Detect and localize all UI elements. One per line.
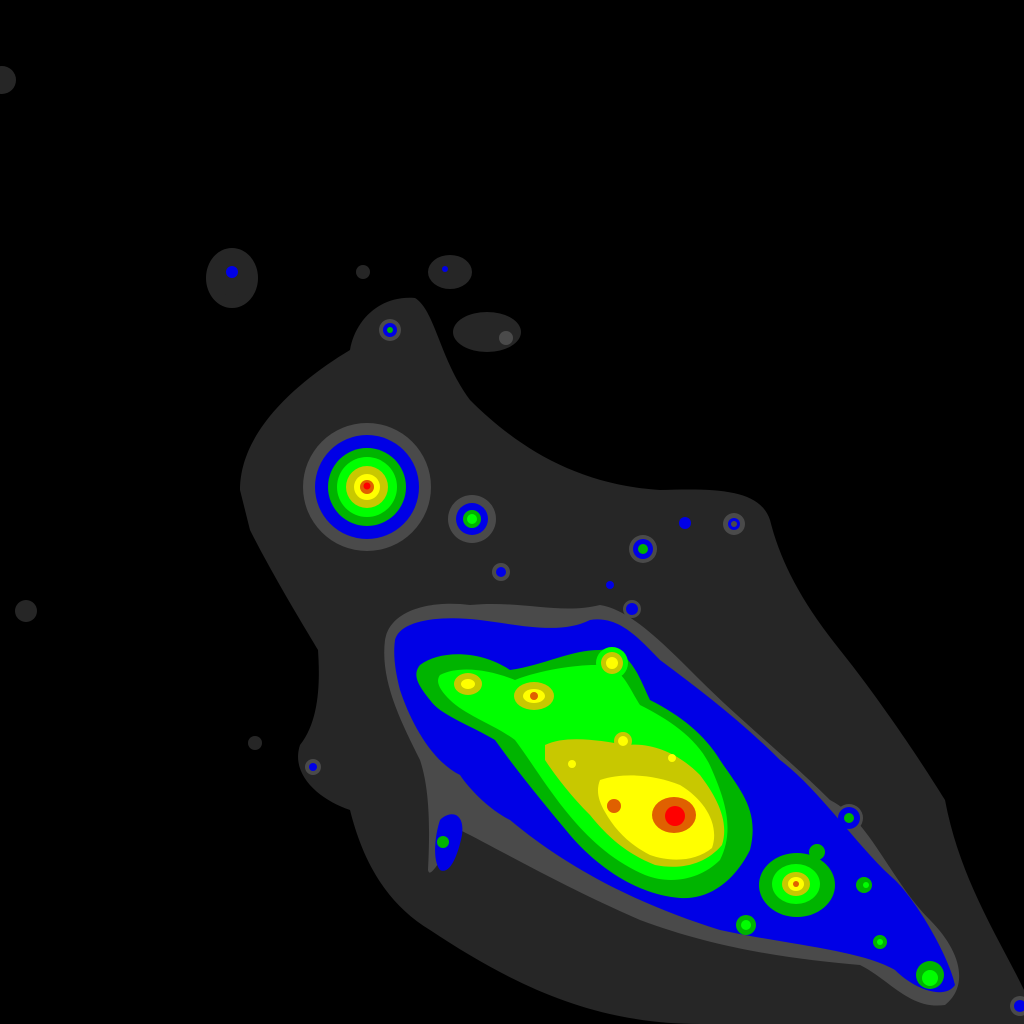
- halo-blob: [0, 66, 16, 94]
- point-sources: [229, 266, 1024, 1016]
- level-9-peaks: [363, 482, 685, 826]
- halo-blob: [15, 600, 37, 622]
- halo-blob: [453, 312, 521, 352]
- halo-blob: [356, 265, 370, 279]
- halo-blob: [248, 736, 262, 750]
- halo-blob: [428, 255, 472, 289]
